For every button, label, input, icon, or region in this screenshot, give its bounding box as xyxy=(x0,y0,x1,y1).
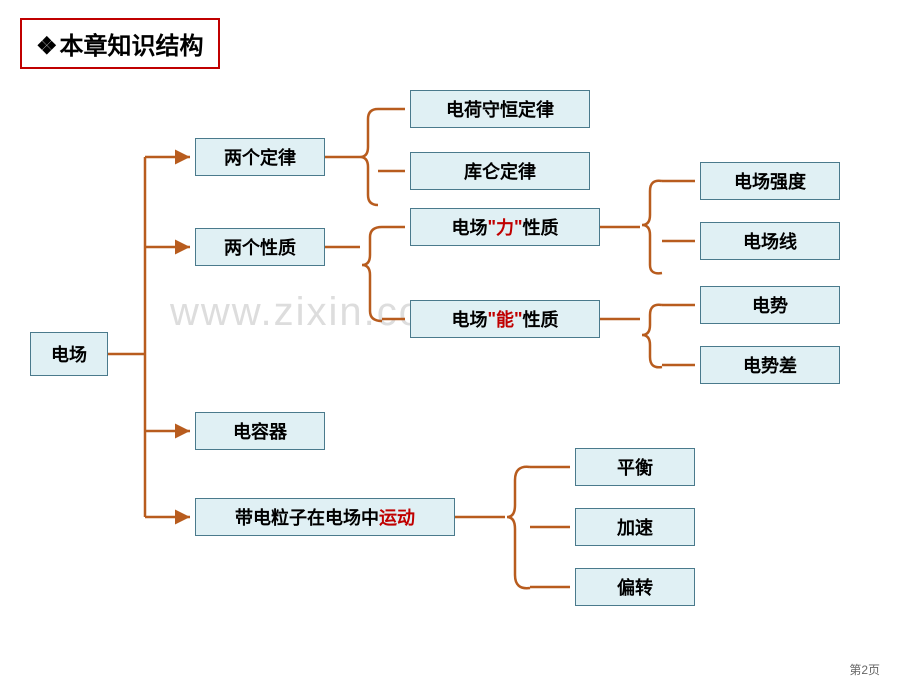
node-lines-label: 电场线 xyxy=(743,228,797,254)
page-number: 第2页 xyxy=(849,661,880,678)
node-forceP-pre: 电场 xyxy=(451,214,487,240)
node-two-properties-label: 两个性质 xyxy=(224,234,296,260)
node-forceP-q2: " xyxy=(514,217,523,238)
node-deflection: 偏转 xyxy=(575,568,695,606)
node-strength-label: 电场强度 xyxy=(734,168,806,194)
node-capacitor: 电容器 xyxy=(195,412,325,450)
node-law2-label: 库仑定律 xyxy=(464,158,536,184)
node-force-property: 电场"力"性质 xyxy=(410,208,600,246)
node-forceP-post: 性质 xyxy=(523,214,559,240)
chapter-title-box: ❖本章知识结构 xyxy=(20,18,220,69)
page-number-label: 第2页 xyxy=(849,663,880,677)
node-root: 电场 xyxy=(30,332,108,376)
node-potential-difference: 电势差 xyxy=(700,346,840,384)
node-potd-label: 电势差 xyxy=(743,352,797,378)
node-motion-highlight: 运动 xyxy=(379,504,415,530)
node-energyP-q2: " xyxy=(514,309,523,330)
node-coulomb-law: 库仑定律 xyxy=(410,152,590,190)
node-two-properties: 两个性质 xyxy=(195,228,325,266)
node-energyP-hl: 能 xyxy=(496,306,514,332)
node-bal-label: 平衡 xyxy=(617,454,653,480)
node-energyP-pre: 电场 xyxy=(451,306,487,332)
title-diamond-icon: ❖ xyxy=(36,33,58,60)
node-pot-label: 电势 xyxy=(752,292,788,318)
node-motion-pre: 带电粒子在电场中 xyxy=(235,504,379,530)
node-law1-label: 电荷守恒定律 xyxy=(446,96,554,122)
node-two-laws-label: 两个定律 xyxy=(224,144,296,170)
node-two-laws: 两个定律 xyxy=(195,138,325,176)
node-field-lines: 电场线 xyxy=(700,222,840,260)
node-acceleration: 加速 xyxy=(575,508,695,546)
node-acc-label: 加速 xyxy=(617,514,653,540)
node-energyP-post: 性质 xyxy=(523,306,559,332)
node-forceP-q1: " xyxy=(487,217,496,238)
node-field-strength: 电场强度 xyxy=(700,162,840,200)
node-energy-property: 电场"能"性质 xyxy=(410,300,600,338)
node-capacitor-label: 电容器 xyxy=(233,418,287,444)
node-potential: 电势 xyxy=(700,286,840,324)
node-energyP-q1: " xyxy=(487,309,496,330)
node-equilibrium: 平衡 xyxy=(575,448,695,486)
node-root-label: 电场 xyxy=(51,341,87,367)
node-charged-particle-motion: 带电粒子在电场中运动 xyxy=(195,498,455,536)
node-forceP-hl: 力 xyxy=(496,214,514,240)
node-def-label: 偏转 xyxy=(617,574,653,600)
node-charge-conservation: 电荷守恒定律 xyxy=(410,90,590,128)
title-text: 本章知识结构 xyxy=(60,33,204,60)
